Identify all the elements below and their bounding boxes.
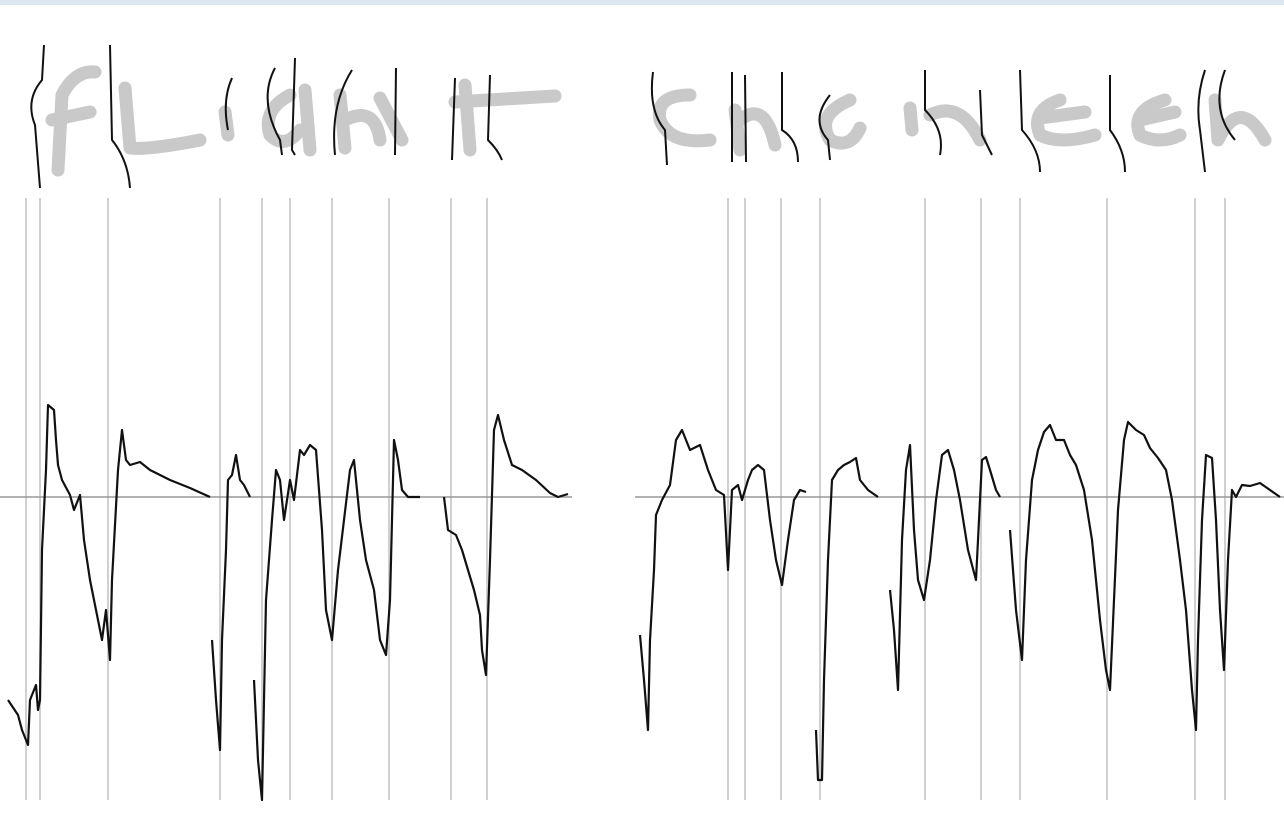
top-border <box>0 0 1284 5</box>
letter-t <box>455 85 555 150</box>
letter-g <box>268 90 310 150</box>
signal <box>8 405 1280 800</box>
cut <box>1198 70 1205 172</box>
letter-in <box>910 108 980 140</box>
cut <box>1110 75 1125 172</box>
segment-lines <box>26 198 1225 800</box>
signal-piece <box>1010 422 1280 730</box>
cut <box>452 78 455 160</box>
cut <box>488 75 502 160</box>
segmentation-figure <box>0 0 1284 814</box>
letter-h <box>340 95 402 148</box>
cut <box>782 72 798 162</box>
signal-piece <box>816 458 878 780</box>
signal-piece <box>212 455 250 750</box>
letter-g2 <box>826 100 861 143</box>
letter-f <box>52 72 95 170</box>
signal-piece <box>254 440 420 800</box>
cut <box>395 68 396 155</box>
page: (() => { const data = JSON.parse(documen… <box>0 0 1284 814</box>
letter-e2 <box>1038 100 1096 140</box>
letter-e3 <box>1138 100 1180 140</box>
cut <box>31 45 44 188</box>
signal-piece <box>890 445 1000 690</box>
letter-l <box>125 88 200 148</box>
signal-piece <box>444 415 568 675</box>
letter-e1 <box>659 95 710 141</box>
letter-n1 <box>735 110 775 150</box>
